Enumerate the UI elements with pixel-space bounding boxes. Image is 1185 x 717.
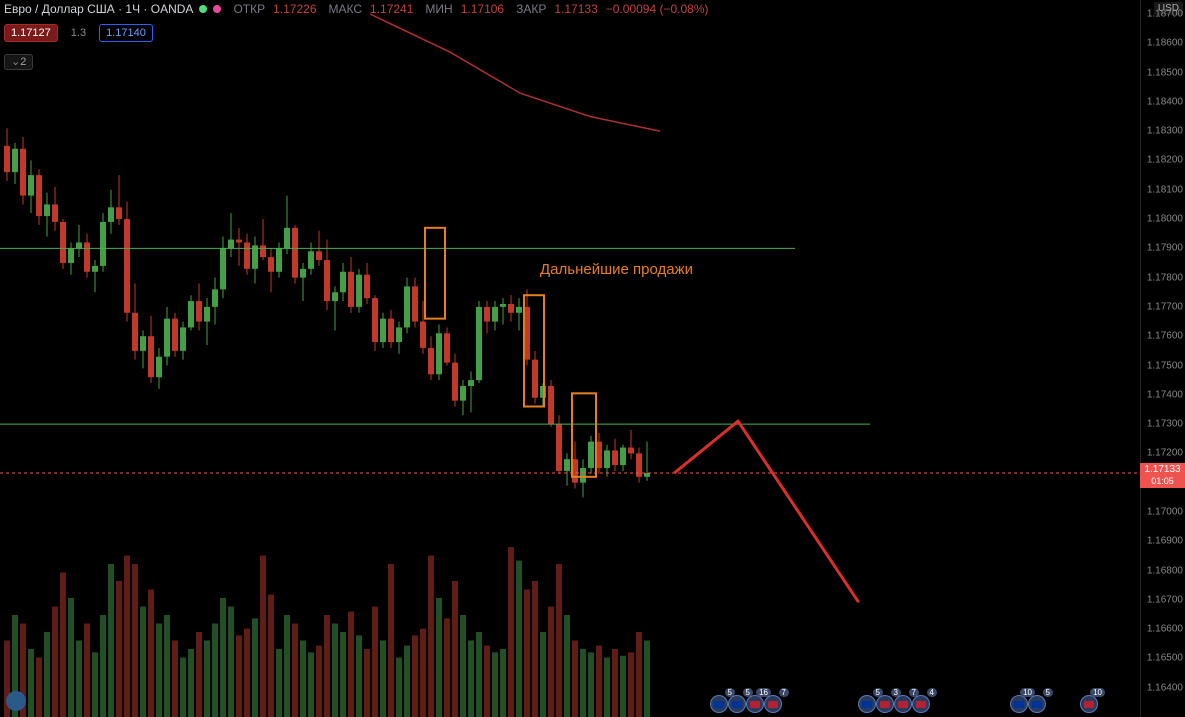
y-axis-tick: 1.17300 bbox=[1147, 419, 1183, 430]
y-axis-tick: 1.17500 bbox=[1147, 360, 1183, 371]
change-value: −0.00094 (−0.08%) bbox=[606, 2, 709, 16]
close-label: ЗАКР bbox=[516, 2, 546, 16]
price-badges: 1.17127 1.3 1.17140 bbox=[4, 24, 153, 42]
low-value: 1.17106 bbox=[461, 2, 504, 16]
market-dot-icon bbox=[213, 5, 221, 13]
price-marker-countdown: 01:05 bbox=[1140, 476, 1185, 487]
y-axis-tick: 1.16500 bbox=[1147, 653, 1183, 664]
spread-badge: 1.3 bbox=[64, 24, 93, 42]
chart-header: Евро / Доллар США · 1Ч · OANDA ОТКР 1.17… bbox=[0, 0, 1185, 18]
current-price-marker: 1.17133 01:05 bbox=[1140, 463, 1185, 488]
price-marker-value: 1.17133 bbox=[1144, 464, 1180, 475]
calendar-event-marker[interactable]: 16 bbox=[746, 695, 764, 713]
y-axis-tick: 1.16800 bbox=[1147, 565, 1183, 576]
high-value: 1.17241 bbox=[370, 2, 413, 16]
symbol-title[interactable]: Евро / Доллар США · 1Ч · OANDA bbox=[4, 2, 193, 16]
y-axis-tick: 1.17200 bbox=[1147, 448, 1183, 459]
open-value: 1.17226 bbox=[273, 2, 316, 16]
ask-badge[interactable]: 1.17140 bbox=[99, 24, 153, 42]
calendar-event-marker[interactable]: 5 bbox=[710, 695, 728, 713]
calendar-event-marker[interactable]: 4 bbox=[912, 695, 930, 713]
calendar-event-marker[interactable]: 7 bbox=[894, 695, 912, 713]
close-value: 1.17133 bbox=[554, 2, 597, 16]
y-axis-tick: 1.18300 bbox=[1147, 126, 1183, 137]
y-axis-tick: 1.17900 bbox=[1147, 243, 1183, 254]
calendar-event-marker[interactable]: 10 bbox=[1010, 695, 1028, 713]
open-label: ОТКР bbox=[233, 2, 265, 16]
calendar-event-marker[interactable]: 3 bbox=[876, 695, 894, 713]
low-label: МИН bbox=[425, 2, 452, 16]
high-label: МАКС bbox=[329, 2, 363, 16]
calendar-event-marker[interactable]: 10 bbox=[1080, 695, 1098, 713]
overlay-lines: Дальнейшие продажи bbox=[0, 0, 1140, 717]
status-dot-icon bbox=[199, 5, 207, 13]
y-axis-tick: 1.17400 bbox=[1147, 389, 1183, 400]
y-axis-tick: 1.18600 bbox=[1147, 38, 1183, 49]
indicator-toggle[interactable]: 2 bbox=[4, 52, 33, 70]
tradingview-logo-icon[interactable] bbox=[6, 691, 26, 711]
y-axis-tick: 1.18500 bbox=[1147, 67, 1183, 78]
calendar-event-marker[interactable]: 7 bbox=[764, 695, 782, 713]
bid-badge[interactable]: 1.17127 bbox=[4, 24, 58, 42]
indicator-count[interactable]: 2 bbox=[4, 54, 33, 70]
price-axis[interactable]: USD 1.164001.165001.166001.167001.168001… bbox=[1140, 0, 1185, 717]
y-axis-tick: 1.16700 bbox=[1147, 594, 1183, 605]
y-axis-tick: 1.17600 bbox=[1147, 331, 1183, 342]
y-axis-tick: 1.18400 bbox=[1147, 96, 1183, 107]
calendar-event-marker[interactable]: 5 bbox=[728, 695, 746, 713]
y-axis-tick: 1.18200 bbox=[1147, 155, 1183, 166]
calendar-event-marker[interactable]: 5 bbox=[858, 695, 876, 713]
y-axis-tick: 1.16600 bbox=[1147, 624, 1183, 635]
chart-canvas[interactable]: Дальнейшие продажи 55167537410510 bbox=[0, 0, 1140, 717]
svg-text:Дальнейшие продажи: Дальнейшие продажи bbox=[540, 261, 693, 278]
y-axis-tick: 1.18100 bbox=[1147, 184, 1183, 195]
y-axis-tick: 1.17700 bbox=[1147, 301, 1183, 312]
y-axis-tick: 1.18000 bbox=[1147, 214, 1183, 225]
y-axis-tick: 1.16900 bbox=[1147, 536, 1183, 547]
y-axis-tick: 1.16400 bbox=[1147, 682, 1183, 693]
y-axis-tick: 1.17800 bbox=[1147, 272, 1183, 283]
calendar-event-marker[interactable]: 5 bbox=[1028, 695, 1046, 713]
y-axis-tick: 1.17000 bbox=[1147, 506, 1183, 517]
